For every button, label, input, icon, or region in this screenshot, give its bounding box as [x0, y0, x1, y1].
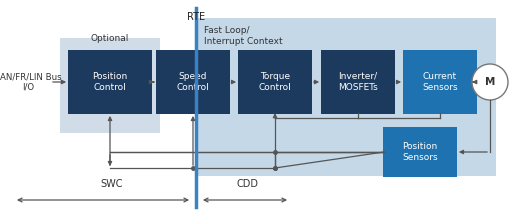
Text: M: M: [485, 77, 495, 87]
Circle shape: [472, 64, 508, 100]
Text: Inverter/
MOSFETs: Inverter/ MOSFETs: [338, 72, 378, 92]
Text: Fast Loop/
Interrupt Context: Fast Loop/ Interrupt Context: [204, 26, 282, 46]
Bar: [196, 18, 496, 176]
Text: RTE: RTE: [187, 12, 205, 22]
FancyBboxPatch shape: [403, 50, 477, 114]
FancyBboxPatch shape: [156, 50, 230, 114]
FancyBboxPatch shape: [321, 50, 395, 114]
Text: Position
Sensors: Position Sensors: [402, 142, 438, 162]
Bar: [60, 38, 160, 133]
Text: SWC: SWC: [101, 179, 123, 189]
FancyBboxPatch shape: [68, 50, 152, 114]
Text: Current
Sensors: Current Sensors: [422, 72, 458, 92]
Text: Optional: Optional: [91, 34, 129, 43]
Text: Torque
Control: Torque Control: [259, 72, 291, 92]
Text: Position
Control: Position Control: [92, 72, 128, 92]
FancyBboxPatch shape: [383, 127, 457, 177]
Text: Speed
Control: Speed Control: [177, 72, 209, 92]
FancyBboxPatch shape: [238, 50, 312, 114]
Text: CAN/FR/LIN Bus
I/O: CAN/FR/LIN Bus I/O: [0, 72, 62, 92]
Text: CDD: CDD: [237, 179, 259, 189]
